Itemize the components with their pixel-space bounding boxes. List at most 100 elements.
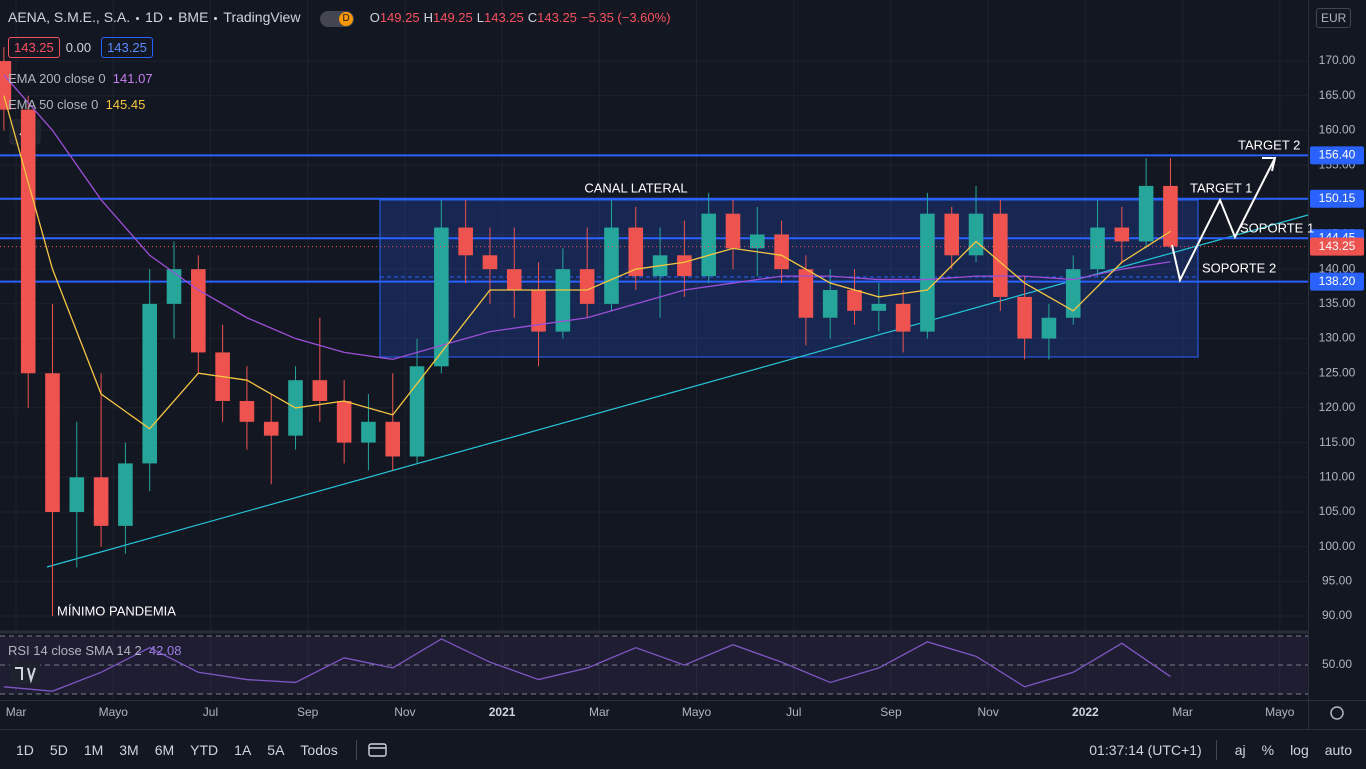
candle-body [1041,317,1057,339]
candle-body [920,213,935,332]
candle-body [93,477,109,526]
candle-body [628,227,644,277]
price-boxes: 143.25 0.00 143.25 [8,37,159,58]
y-tick-label: 95.00 [1322,574,1352,588]
series-name: EMA 50 close 0 [8,97,99,112]
ohlc-key: O [369,10,380,25]
option-button[interactable]: % [1261,741,1275,758]
bottom-toolbar: 1D 5D 1M 3M 6M YTD 1A 5A Todos 01:37:14 (UTC+1) … [0,729,1366,769]
candle-body [774,234,789,270]
annotation: SOPORTE 1 [1240,220,1314,235]
range-button[interactable]: 3M [119,741,139,758]
y-tick-label: 130.00 [1319,331,1356,345]
rsi-legend: RSI 14 close SMA 14 2 42.08 [8,643,181,658]
level-label: 138.20 [1319,274,1356,288]
range-button[interactable]: 1M [83,741,104,758]
candle-body [1090,227,1105,270]
series-line [3,638,1171,692]
candle-body [822,289,838,318]
option-button[interactable]: auto [1324,741,1352,758]
x-tick-label: Sep [297,705,319,719]
bid: 143.25 [8,37,60,58]
y-tick-label: 160.00 [1319,123,1356,137]
ema50-legend: EMA 50 close 0 145.45 [8,97,145,112]
annotation: CANAL LATERAL [584,180,687,195]
candle-body [312,380,328,401]
candle-body [749,234,765,249]
y-tick-label: 125.00 [1319,365,1356,379]
chart: Mar Mayo Jul Sep Nov 2021 Mar Mayo Jul Sep Nov 2022… [0,0,1366,729]
range-button[interactable]: 1D [16,741,34,758]
candle-body [1017,296,1032,339]
ohlc-key: H [423,10,433,25]
candle-body [118,463,133,526]
option-button[interactable]: aj [1234,741,1246,758]
x-tick-label: Mar [589,705,610,719]
projection [1171,157,1276,283]
candle-body [871,303,887,311]
y-tick-label: 120.00 [1319,400,1356,414]
candle-body [336,400,352,443]
ohlc-item: L143.25 [477,10,524,25]
x-tick-label: Mayo [99,705,129,719]
range-button[interactable]: 5A [267,741,285,758]
candle-body [968,213,984,256]
compare-icon[interactable] [367,741,389,759]
ohlc-item: C143.25 [528,10,577,25]
source: TradingView [223,9,301,25]
ohlc-key: L [476,10,484,25]
range-button[interactable]: 5D [49,741,68,758]
candle-body [1138,185,1154,242]
interval: 1D [145,9,164,25]
currency[interactable]: EUR [1316,8,1352,28]
tv-logo-mark [15,667,36,684]
settings-icon[interactable] [1330,706,1344,720]
candle-body [409,366,425,457]
mode-toggle[interactable]: D [320,10,355,27]
candle-body [263,421,279,436]
mode: D [339,11,354,26]
range-button[interactable]: Todos [300,741,338,758]
annotation: MÍNIMO PANDEMIA [57,603,176,618]
candle-body [895,303,911,332]
ohlc-item: O149.25 [370,10,420,25]
option-button[interactable]: log [1290,741,1309,758]
y-tick-label: 105.00 [1319,504,1356,518]
range-button[interactable]: 1A [234,741,252,758]
range-button[interactable]: 6M [154,741,175,758]
range-button[interactable]: YTD [190,741,219,758]
candle-body [579,269,595,304]
candle-body [142,303,157,464]
y-tick-label: 50.00 [1322,657,1352,671]
x-tick-label: Nov [394,705,415,719]
spread: 0.00 [65,40,92,55]
candle-body [555,269,571,332]
level-tag [1310,272,1364,291]
ohlc-key: C [527,10,538,25]
candle-body [69,477,85,512]
y-tick-label: 135.00 [1319,296,1356,310]
candle-body [385,421,401,457]
candle-body [1114,227,1130,242]
level-tag [1310,189,1364,208]
candle-body [798,269,814,318]
candle-body [944,213,960,256]
candle-body [1163,185,1178,247]
candle-body [45,373,60,512]
y-tick-label: 90.00 [1322,608,1352,622]
ohlc-value: 149.25 [379,10,420,25]
candle-body [361,421,376,443]
x-tick-label: Jul [203,705,218,719]
x-tick-label: Mar [6,705,27,719]
candle-body [0,61,12,110]
candle-body [458,227,473,256]
change: −5.35 (−3.60%) [580,10,671,25]
y-tick-label: 115.00 [1319,435,1355,449]
level-label: 156.40 [1319,148,1356,162]
y-tick-label: 170.00 [1319,53,1356,67]
annotation: TARGET 1 [1190,180,1252,195]
candle-body [701,213,716,277]
candle-body [725,213,741,249]
tv-logo [10,662,40,684]
